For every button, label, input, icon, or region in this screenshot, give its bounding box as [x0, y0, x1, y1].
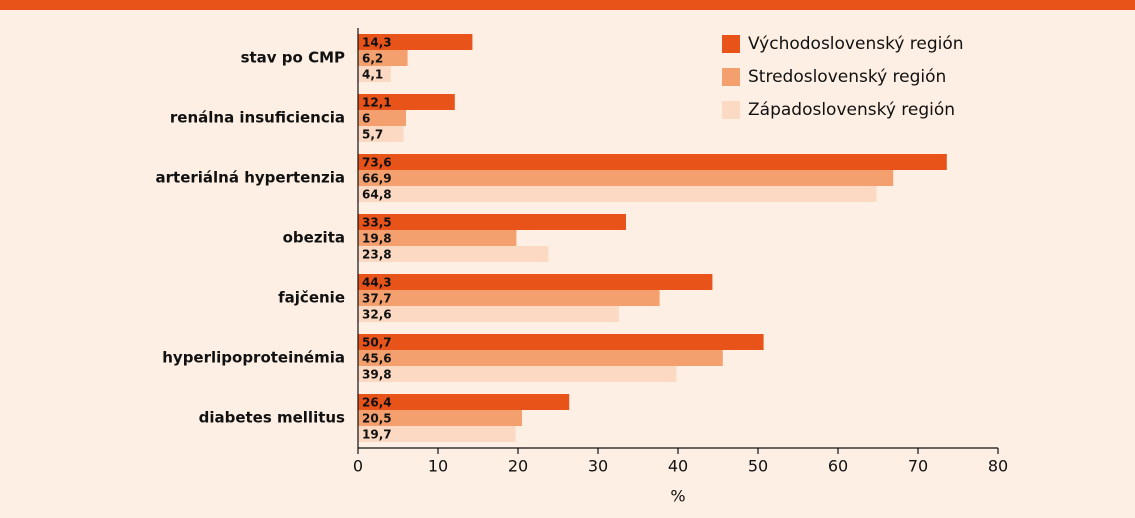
x-tick-label: 40 [668, 457, 688, 476]
legend-label: Západoslovenský región [748, 100, 955, 120]
bar [358, 50, 408, 66]
value-label: 37,7 [362, 292, 392, 306]
value-label: 23,8 [362, 248, 392, 262]
bar [358, 66, 391, 82]
x-tick-label: 0 [353, 457, 363, 476]
bar [358, 410, 522, 426]
category-label: arteriálná hypertenzia [156, 169, 345, 187]
x-tick-label: 80 [988, 457, 1008, 476]
x-tick-label: 30 [588, 457, 608, 476]
bar [358, 306, 619, 322]
value-label: 50,7 [362, 336, 392, 350]
x-tick-label: 10 [428, 457, 448, 476]
bar [358, 334, 764, 350]
category-label: diabetes mellitus [199, 409, 345, 427]
bar [358, 350, 723, 366]
bar [358, 110, 406, 126]
category-label: stav po CMP [241, 49, 345, 67]
x-tick-label: 20 [508, 457, 528, 476]
bar [358, 274, 713, 290]
x-tick-label: 50 [748, 457, 768, 476]
legend-label: Východoslovenský región [748, 34, 964, 54]
value-label: 66,9 [362, 172, 392, 186]
bar [358, 214, 626, 230]
value-label: 19,8 [362, 232, 392, 246]
value-label: 5,7 [362, 128, 383, 142]
bar [358, 230, 517, 246]
bar [358, 94, 455, 110]
legend-swatch [722, 68, 740, 86]
value-label: 39,8 [362, 368, 392, 382]
value-label: 73,6 [362, 156, 392, 170]
value-label: 6 [362, 112, 370, 126]
value-label: 4,1 [362, 68, 383, 82]
value-label: 20,5 [362, 412, 392, 426]
legend-swatch [722, 35, 740, 53]
bar [358, 170, 894, 186]
bar [358, 186, 877, 202]
category-label: hyperlipoproteinémia [162, 349, 345, 367]
top-band [0, 0, 1135, 10]
value-label: 44,3 [362, 276, 392, 290]
bar [358, 366, 677, 382]
bar [358, 154, 947, 170]
value-label: 45,6 [362, 352, 392, 366]
value-label: 12,1 [362, 96, 392, 110]
x-axis-label: % [670, 487, 685, 506]
value-label: 14,3 [362, 36, 392, 50]
category-label: renálna insuficiencia [170, 109, 345, 127]
bar [358, 426, 516, 442]
legend-swatch [722, 101, 740, 119]
bar [358, 290, 660, 306]
value-label: 19,7 [362, 428, 392, 442]
value-label: 32,6 [362, 308, 392, 322]
value-label: 33,5 [362, 216, 392, 230]
bar [358, 246, 549, 262]
bar [358, 34, 473, 50]
bar [358, 394, 570, 410]
category-label: obezita [283, 229, 345, 247]
value-label: 64,8 [362, 188, 392, 202]
value-label: 6,2 [362, 52, 383, 66]
x-tick-label: 60 [828, 457, 848, 476]
x-tick-label: 70 [908, 457, 928, 476]
legend-label: Stredoslovenský región [748, 67, 946, 87]
bar [358, 126, 404, 142]
category-label: fajčenie [278, 289, 345, 307]
value-label: 26,4 [362, 396, 392, 410]
